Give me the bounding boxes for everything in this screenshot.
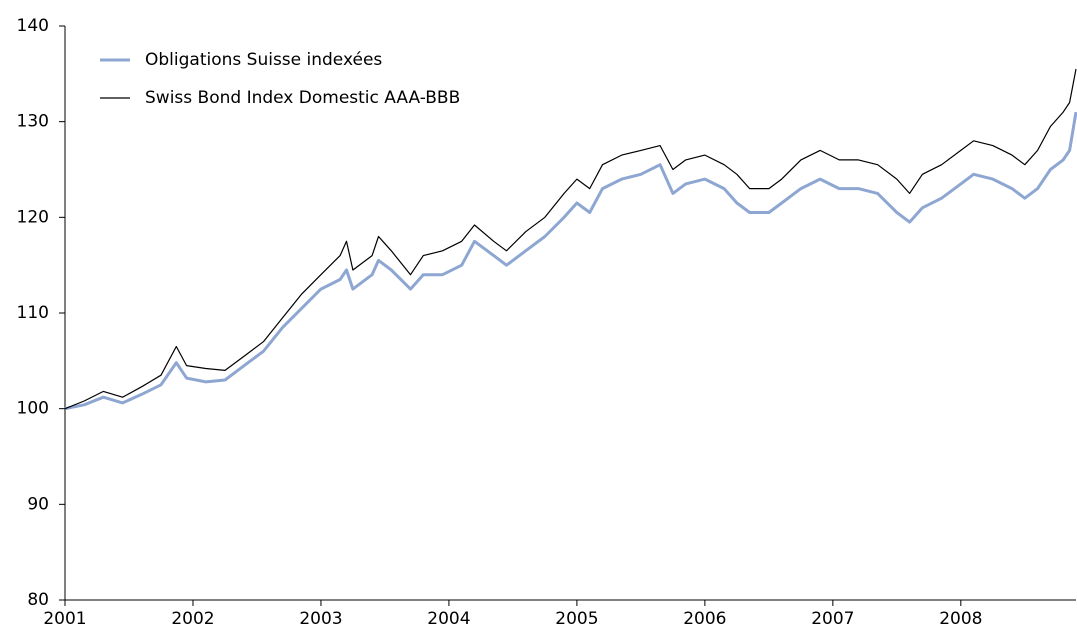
y-tick-label: 120 — [17, 207, 49, 227]
x-tick-label: 2004 — [427, 609, 470, 629]
series-line — [64, 68, 1077, 410]
y-tick-label: 80 — [27, 590, 49, 610]
legend-label: Swiss Bond Index Domestic AAA-BBB — [145, 88, 460, 108]
x-tick-label: 2007 — [811, 609, 854, 629]
y-tick-label: 130 — [17, 112, 49, 132]
x-tick-label: 2008 — [939, 609, 982, 629]
x-tick-label: 2001 — [43, 609, 86, 629]
y-tick-label: 100 — [17, 399, 49, 419]
series-line — [64, 111, 1077, 411]
x-tick-label: 2002 — [171, 609, 214, 629]
x-tick-label: 2006 — [683, 609, 726, 629]
y-tick-label: 110 — [17, 303, 49, 323]
legend-label: Obligations Suisse indexées — [145, 50, 382, 70]
y-tick-label: 90 — [27, 494, 49, 514]
y-tick-label: 140 — [17, 16, 49, 36]
x-tick-label: 2005 — [555, 609, 598, 629]
x-tick-label: 2003 — [299, 609, 342, 629]
